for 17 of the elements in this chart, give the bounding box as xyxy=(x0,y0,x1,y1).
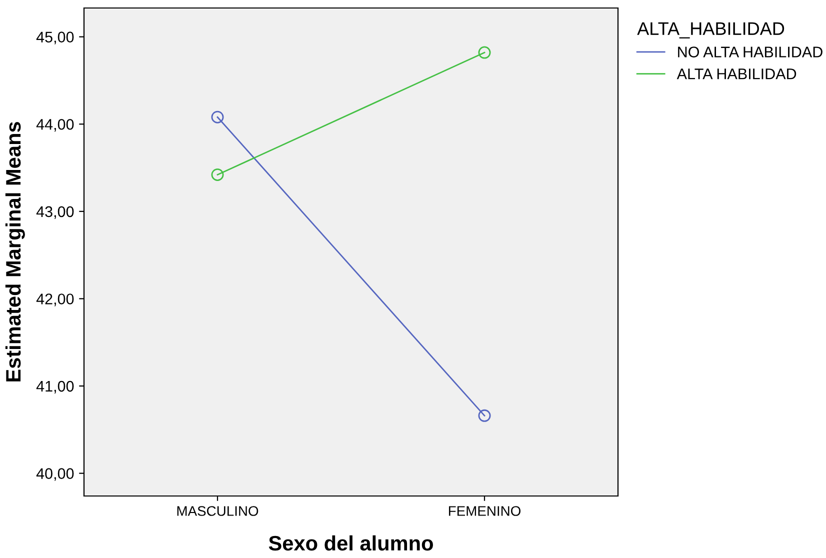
legend-label: ALTA HABILIDAD xyxy=(676,68,796,80)
y-tick-label: 45,00 xyxy=(36,32,74,44)
point xyxy=(211,110,224,124)
x-tick-label: FEMENINO xyxy=(448,506,520,516)
point xyxy=(478,46,491,59)
legend-title: ALTA_HABILIDAD xyxy=(637,22,784,38)
legend-label: NO ALTA HABILIDAD xyxy=(678,46,822,58)
y-axis-title: Estimated Marginal Means xyxy=(5,122,25,382)
y-tick-label: 41,00 xyxy=(36,380,74,394)
x-axis-title: Sexo del alumno xyxy=(268,535,433,551)
y-tick-label: 42,00 xyxy=(36,294,74,306)
y-tick-label: 44,00 xyxy=(36,118,74,132)
point xyxy=(211,168,224,181)
y-tick-label: 43,00 xyxy=(36,206,74,219)
y-tick-label: 40,00 xyxy=(36,468,74,481)
point xyxy=(478,409,491,422)
x-tick-label: MASCULINO xyxy=(177,506,258,516)
